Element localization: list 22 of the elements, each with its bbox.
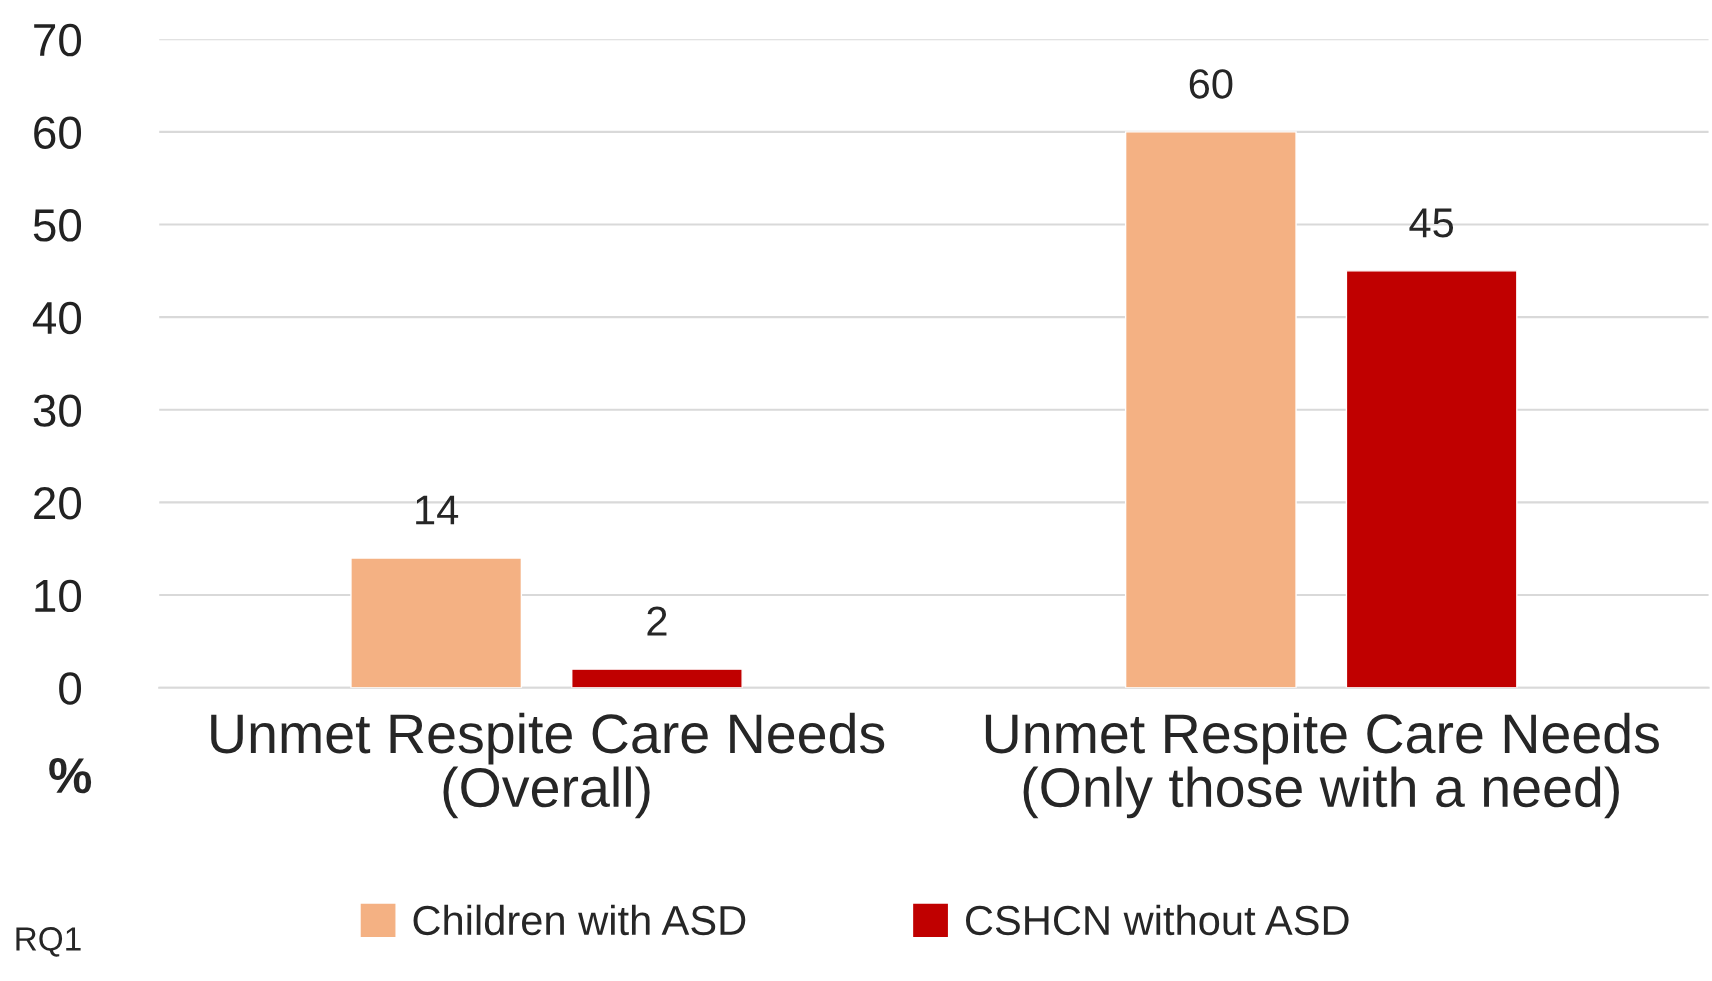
y-tick-label: 0 <box>59 672 82 705</box>
y-tick-label: 30 <box>33 394 82 427</box>
y-axis-title: % <box>49 758 92 794</box>
bar <box>350 557 523 688</box>
legend-label: CSHCN without ASD <box>965 904 1349 936</box>
bar <box>1124 131 1297 688</box>
text: RQ1 <box>16 927 81 957</box>
bar <box>1345 270 1518 688</box>
y-tick-label: 20 <box>34 487 82 520</box>
y-tick-label: 40 <box>32 301 82 335</box>
y-tick-label: 10 <box>35 579 82 613</box>
y-tick-label: 60 <box>34 116 82 149</box>
data-label: 14 <box>416 495 459 525</box>
data-label: 45 <box>1409 208 1454 238</box>
legend-label: Children with ASD <box>413 904 746 936</box>
bar <box>571 668 743 688</box>
x-tick-label: Unmet Respite Care Needs (Overall) <box>211 712 885 819</box>
x-tick-label: Unmet Respite Care Needs (Only those with a need) <box>985 712 1659 819</box>
y-tick-label: 70 <box>34 23 82 57</box>
data-label: 60 <box>1189 69 1233 99</box>
y-tick-label: 50 <box>33 209 82 242</box>
data-label: 2 <box>647 606 667 636</box>
